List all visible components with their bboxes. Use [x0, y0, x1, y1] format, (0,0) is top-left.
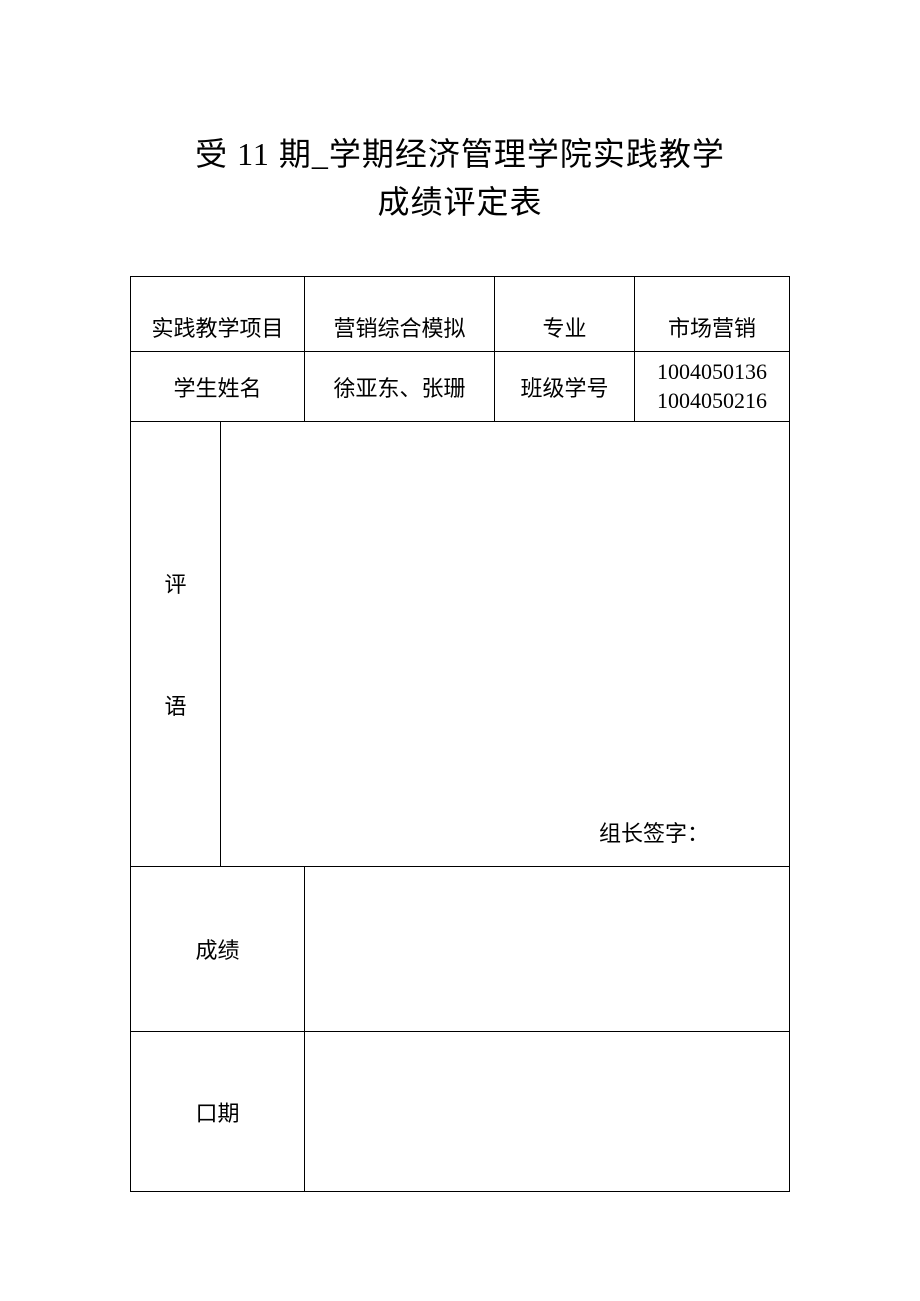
- date-label: 口期: [131, 1032, 305, 1192]
- student-name-value: 徐亚东、张珊: [305, 352, 495, 422]
- class-id-value: 1004050136 1004050216: [635, 352, 790, 422]
- evaluation-table: 实践教学项目 营销综合模拟 专业 市场营销 学生姓名 徐亚东、张珊 班级学号 1…: [130, 276, 790, 1192]
- evaluation-table-container: 实践教学项目 营销综合模拟 专业 市场营销 学生姓名 徐亚东、张珊 班级学号 1…: [130, 276, 790, 1192]
- table-row-score: 成绩: [131, 867, 790, 1032]
- table-row-comments: 评 语 组长签字：: [131, 422, 790, 867]
- title-line-2: 成绩评定表: [0, 178, 920, 226]
- student-name-label: 学生姓名: [131, 352, 305, 422]
- date-value: [305, 1032, 790, 1192]
- score-value: [305, 867, 790, 1032]
- table-row-date: 口期: [131, 1032, 790, 1192]
- major-value: 市场营销: [635, 277, 790, 352]
- table-row-student: 学生姓名 徐亚东、张珊 班级学号 1004050136 1004050216: [131, 352, 790, 422]
- project-value: 营销综合模拟: [305, 277, 495, 352]
- student-id-2: 1004050216: [639, 387, 785, 416]
- class-id-label: 班级学号: [495, 352, 635, 422]
- document-title: 受 11 期_学期经济管理学院实践教学 成绩评定表: [0, 130, 920, 226]
- title-line-1: 受 11 期_学期经济管理学院实践教学: [0, 130, 920, 178]
- comments-content: 组长签字：: [221, 422, 790, 867]
- comments-char-1: 评: [164, 567, 186, 599]
- comments-label: 评 语: [131, 422, 221, 867]
- major-label: 专业: [495, 277, 635, 352]
- score-label: 成绩: [131, 867, 305, 1032]
- signature-label: 组长签字：: [599, 816, 709, 848]
- project-label: 实践教学项目: [131, 277, 305, 352]
- comments-char-2: 语: [164, 689, 186, 721]
- table-row-project: 实践教学项目 营销综合模拟 专业 市场营销: [131, 277, 790, 352]
- student-id-1: 1004050136: [639, 358, 785, 387]
